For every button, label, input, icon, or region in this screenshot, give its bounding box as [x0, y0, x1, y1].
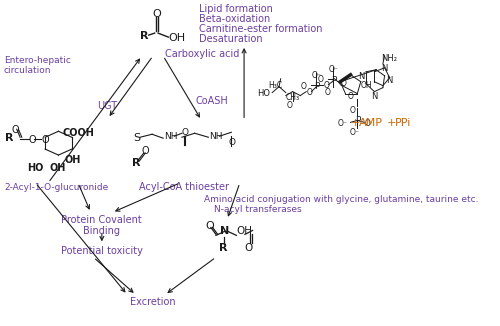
Text: P: P [314, 82, 319, 91]
Text: O: O [229, 138, 236, 147]
Text: O: O [182, 128, 189, 137]
Text: O: O [12, 125, 19, 135]
Text: O⁻: O⁻ [328, 65, 338, 74]
Text: +: + [386, 118, 396, 128]
Text: OH: OH [50, 163, 66, 173]
Text: O: O [306, 88, 312, 96]
Text: Carnitine-ester formation: Carnitine-ester formation [199, 24, 322, 34]
Text: O: O [152, 9, 160, 19]
Text: H₃C: H₃C [268, 81, 282, 90]
Text: OH: OH [64, 155, 81, 165]
Text: NH₂: NH₂ [381, 54, 397, 63]
Text: O⁻: O⁻ [350, 128, 360, 137]
Text: HO: HO [27, 163, 44, 173]
Text: O: O [364, 119, 370, 128]
Text: +: + [350, 118, 360, 128]
Text: Excretion: Excretion [130, 297, 176, 307]
Text: O: O [28, 135, 36, 145]
Text: Carboxylic acid: Carboxylic acid [165, 49, 240, 59]
Text: N: N [220, 227, 229, 236]
Text: O⁻: O⁻ [337, 119, 347, 128]
Text: O: O [142, 146, 150, 156]
Text: Desaturation: Desaturation [199, 34, 262, 44]
Text: N: N [371, 92, 378, 101]
Text: OH: OH [168, 33, 186, 43]
Text: O: O [42, 135, 49, 145]
Text: N: N [382, 64, 388, 73]
Text: AMP: AMP [359, 118, 383, 128]
Text: CH₃: CH₃ [286, 93, 300, 102]
Text: 2-Acyl-1-O-glucuronide: 2-Acyl-1-O-glucuronide [4, 183, 108, 192]
Text: OH: OH [360, 81, 372, 90]
Text: Acyl-CoA thioester: Acyl-CoA thioester [140, 182, 230, 192]
Text: Amino acid conjugation with glycine, glutamine, taurine etc.: Amino acid conjugation with glycine, glu… [204, 195, 478, 204]
Text: NH: NH [164, 132, 177, 141]
Text: R: R [5, 133, 14, 143]
Text: O: O [325, 88, 331, 96]
Text: O: O [206, 221, 214, 231]
Text: S: S [134, 133, 140, 143]
Text: O: O [318, 75, 324, 84]
Text: P: P [354, 116, 360, 126]
Text: O: O [348, 92, 354, 101]
Text: Protein Covalent
Binding: Protein Covalent Binding [62, 215, 142, 236]
Text: O: O [350, 107, 356, 115]
Text: R: R [132, 158, 140, 168]
Text: Entero-hepatic
circulation: Entero-hepatic circulation [4, 56, 71, 75]
Text: O: O [324, 81, 329, 90]
Text: OH: OH [236, 227, 252, 236]
Text: Beta-oxidation: Beta-oxidation [199, 14, 270, 24]
Text: O: O [300, 82, 306, 91]
Text: Lipid formation: Lipid formation [199, 4, 273, 14]
Text: N: N [358, 72, 365, 81]
Text: O: O [244, 243, 252, 253]
Text: CoASH: CoASH [196, 96, 228, 106]
Text: N: N [386, 76, 392, 85]
Text: O: O [340, 79, 346, 88]
Text: UGT: UGT [97, 100, 117, 111]
Text: NH: NH [209, 132, 222, 141]
Text: HO: HO [258, 89, 270, 98]
Text: O⁻: O⁻ [312, 71, 322, 80]
Text: R: R [218, 243, 227, 253]
Text: N-acyl transferases: N-acyl transferases [214, 205, 302, 214]
Text: COOH: COOH [62, 128, 94, 138]
Text: P: P [331, 76, 336, 85]
Text: R: R [140, 31, 148, 41]
Text: Potential toxicity: Potential toxicity [61, 246, 143, 256]
Text: O: O [286, 100, 292, 110]
Text: PPi: PPi [395, 118, 411, 128]
